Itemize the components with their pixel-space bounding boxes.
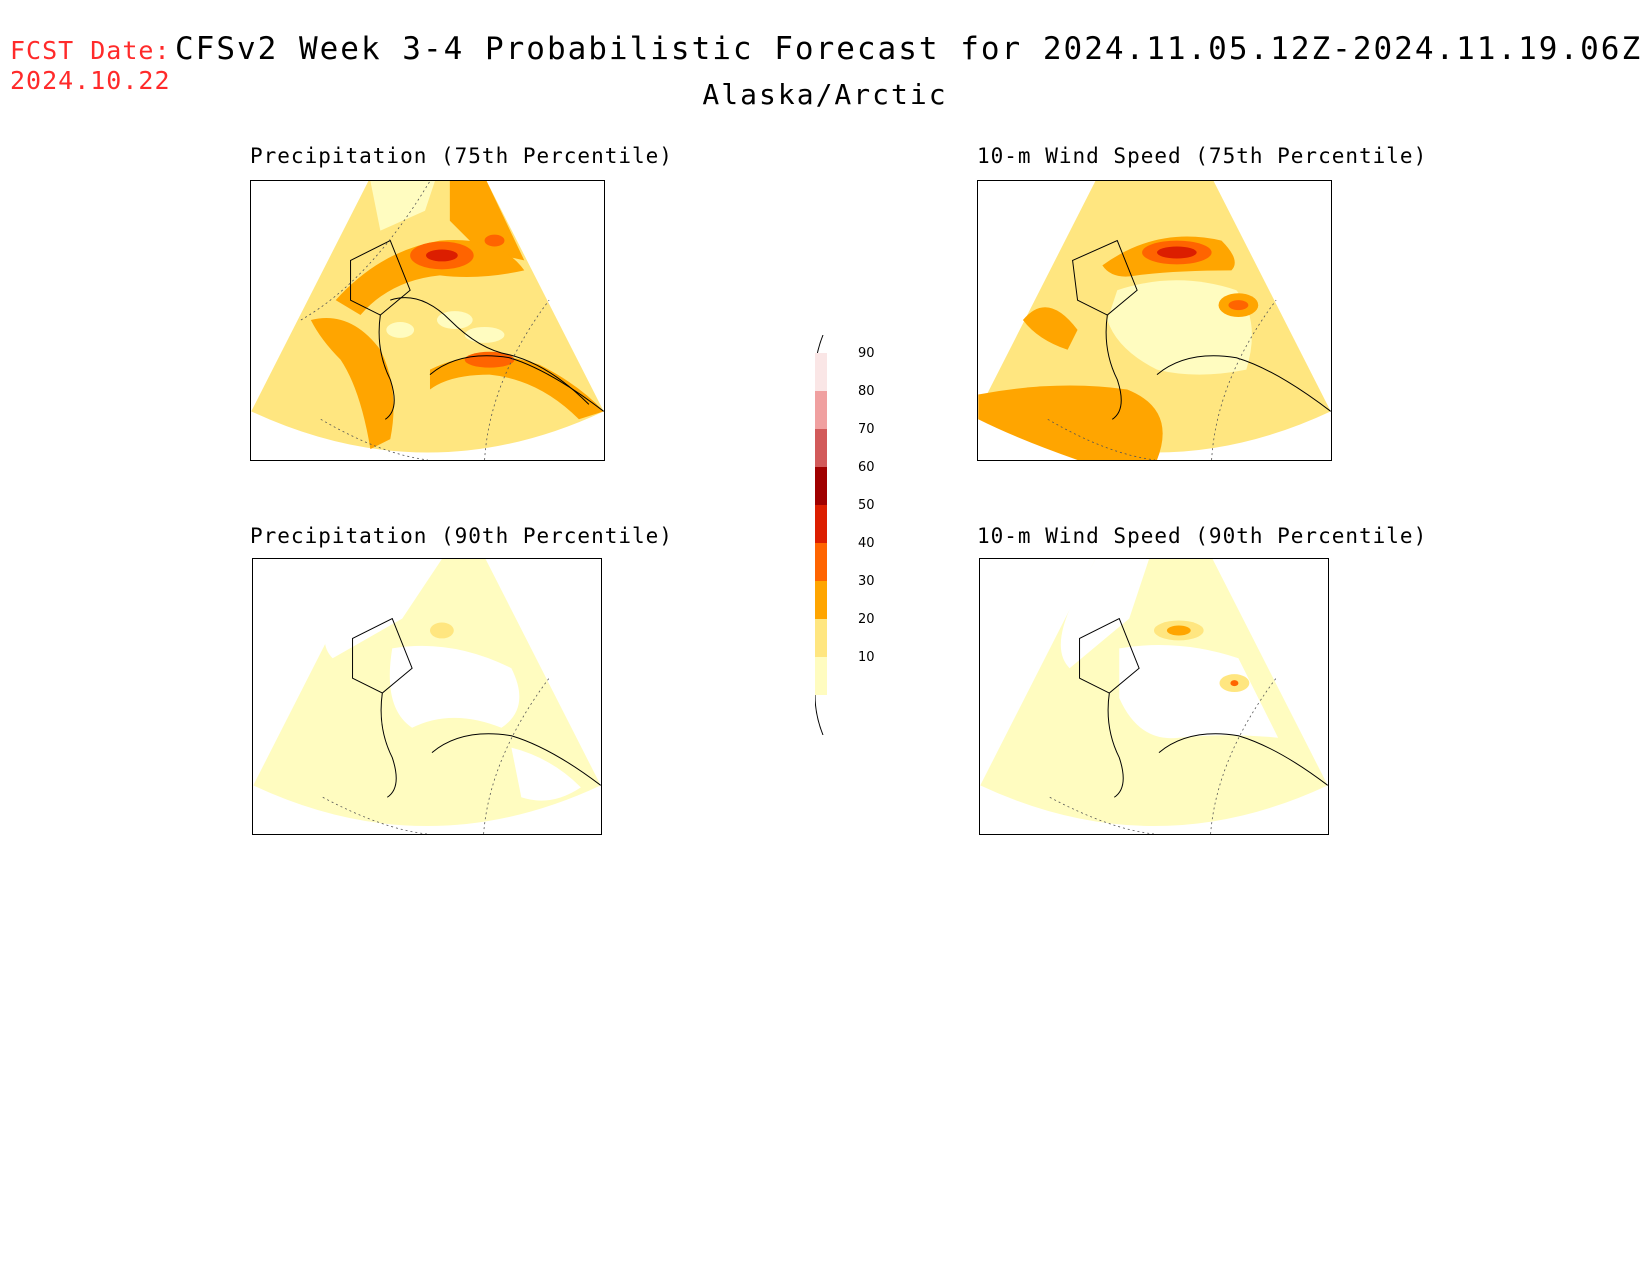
colorbar-swatch-90 — [815, 353, 827, 391]
colorbar-label-20: 20 — [858, 612, 875, 627]
map-precip-90 — [252, 558, 602, 835]
colorbar-label-70: 70 — [858, 422, 875, 437]
colorbar-label-10: 10 — [858, 650, 875, 665]
colorbar-swatch-10 — [815, 657, 827, 695]
page-title: CFSv2 Week 3-4 Probabilistic Forecast fo… — [175, 31, 1643, 67]
map-wind-75-svg — [978, 181, 1331, 460]
colorbar-swatch-50 — [815, 505, 827, 543]
colorbar-swatch-30 — [815, 581, 827, 619]
colorbar — [814, 334, 905, 736]
map-precip-75-svg — [251, 181, 604, 460]
colorbar-label-90: 90 — [858, 346, 875, 361]
colorbar-label-40: 40 — [858, 536, 875, 551]
colorbar-swatch-40 — [815, 543, 827, 581]
colorbar-svg — [814, 334, 827, 736]
map-wind-90 — [979, 558, 1329, 835]
panel-title-precip-75: Precipitation (75th Percentile) — [250, 144, 673, 168]
colorbar-swatch-80 — [815, 391, 827, 429]
map-precip-75 — [250, 180, 605, 461]
panel-title-wind-90: 10-m Wind Speed (90th Percentile) — [977, 524, 1428, 548]
forecast-date-label: FCST Date: — [10, 36, 171, 65]
panel-title-wind-75: 10-m Wind Speed (75th Percentile) — [977, 144, 1428, 168]
colorbar-label-80: 80 — [858, 384, 875, 399]
colorbar-swatch-70 — [815, 429, 827, 467]
map-wind-75 — [977, 180, 1332, 461]
panel-title-precip-90: Precipitation (90th Percentile) — [250, 524, 673, 548]
colorbar-swatch-60 — [815, 467, 827, 505]
colorbar-label-30: 30 — [858, 574, 875, 589]
region-subtitle: Alaska/Arctic — [702, 78, 948, 111]
forecast-date-value: 2024.10.22 — [10, 66, 171, 95]
colorbar-label-50: 50 — [858, 498, 875, 513]
map-wind-90-svg — [980, 559, 1328, 834]
colorbar-label-60: 60 — [858, 460, 875, 475]
map-precip-90-svg — [253, 559, 601, 834]
colorbar-swatch-20 — [815, 619, 827, 657]
